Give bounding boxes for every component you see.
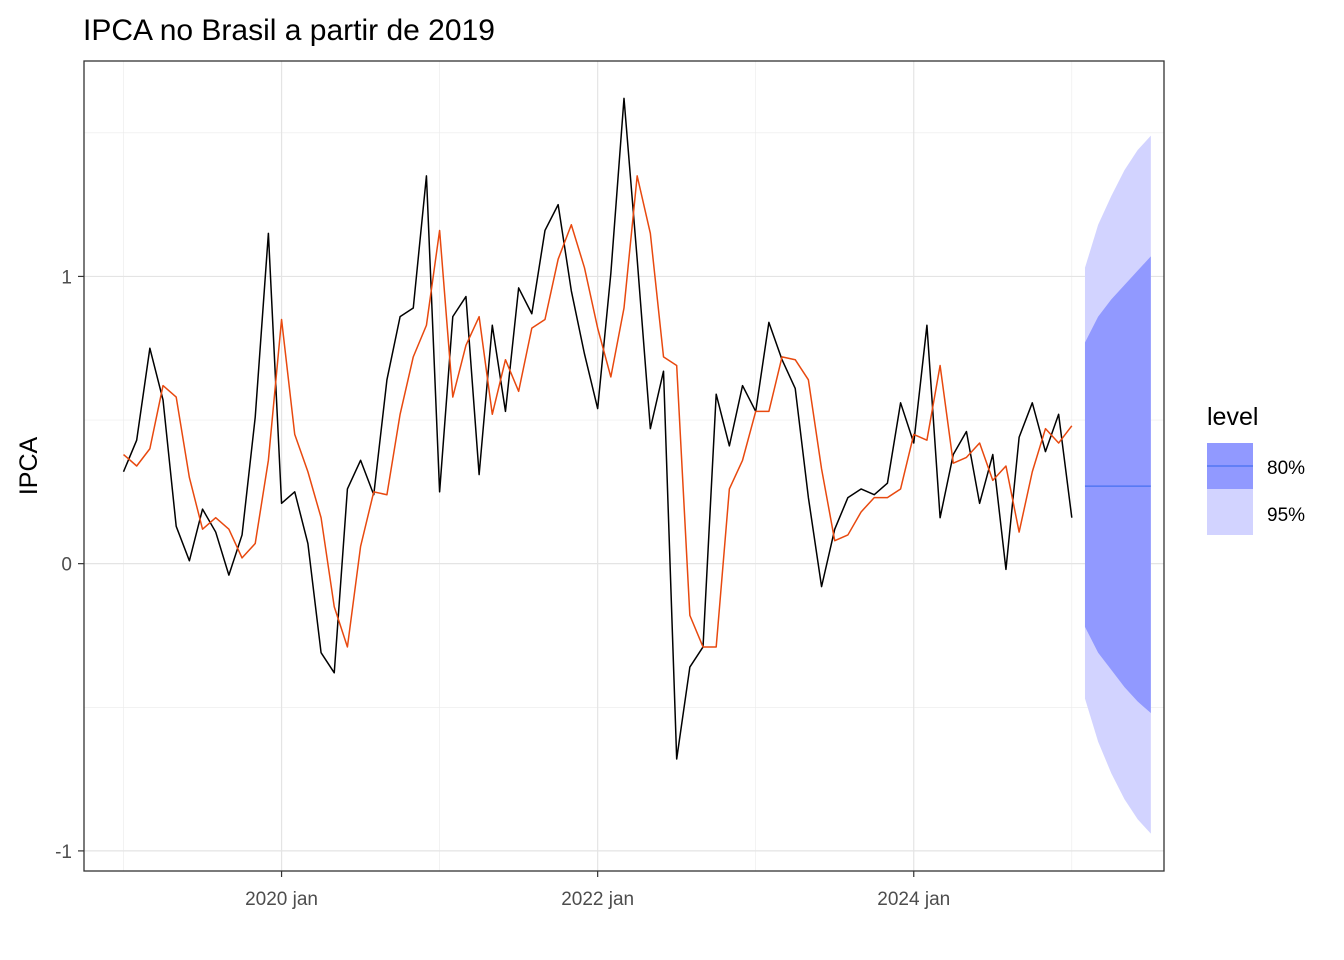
x-tick-label: 2020 jan xyxy=(245,889,318,910)
y-tick-label: 0 xyxy=(61,555,72,576)
x-axis: 2020 jan 2022 jan 2024 jan xyxy=(245,871,950,910)
series-line-observed xyxy=(122,97,1073,760)
y-tick-label: -1 xyxy=(55,842,72,863)
chart-title: IPCA no Brasil a partir de 2019 xyxy=(83,14,495,47)
legend-swatch-95 xyxy=(1207,489,1253,535)
grid xyxy=(84,61,1164,871)
series-lines xyxy=(122,97,1073,760)
legend-label-95: 95% xyxy=(1267,505,1305,526)
panel-border xyxy=(83,60,1165,872)
series-line-fitted xyxy=(123,175,1073,648)
y-tick-label: 1 xyxy=(61,267,72,288)
y-axis-label: IPCA xyxy=(15,437,43,496)
legend: level 80% 95% xyxy=(1207,403,1305,535)
x-tick-label: 2022 jan xyxy=(561,889,634,910)
x-tick-label: 2024 jan xyxy=(877,889,950,910)
legend-title: level xyxy=(1207,403,1258,431)
forecast-band-80 xyxy=(1084,256,1151,714)
legend-label-80: 80% xyxy=(1267,458,1305,479)
forecast-bands xyxy=(1084,135,1151,834)
y-axis: -1 0 1 xyxy=(55,267,84,863)
